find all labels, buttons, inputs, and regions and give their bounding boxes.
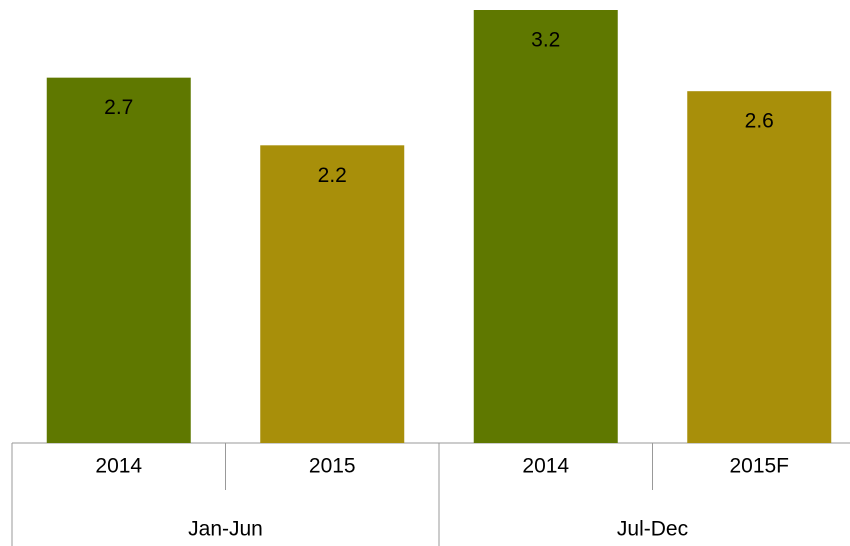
bar (260, 145, 405, 443)
x-tick-label: 2015F (729, 455, 789, 478)
bar (687, 91, 832, 443)
group-label: Jul-Dec (617, 518, 688, 541)
value-label: 3.2 (531, 29, 560, 52)
x-tick-label: 2014 (95, 455, 142, 478)
x-tick-label: 2015 (309, 455, 356, 478)
x-tick-label: 2014 (522, 455, 569, 478)
value-label: 2.7 (104, 96, 133, 119)
bar (46, 77, 191, 443)
bar (473, 10, 618, 443)
value-label: 2.6 (745, 110, 774, 133)
value-label: 2.2 (318, 164, 347, 187)
group-label: Jan-Jun (188, 518, 263, 541)
